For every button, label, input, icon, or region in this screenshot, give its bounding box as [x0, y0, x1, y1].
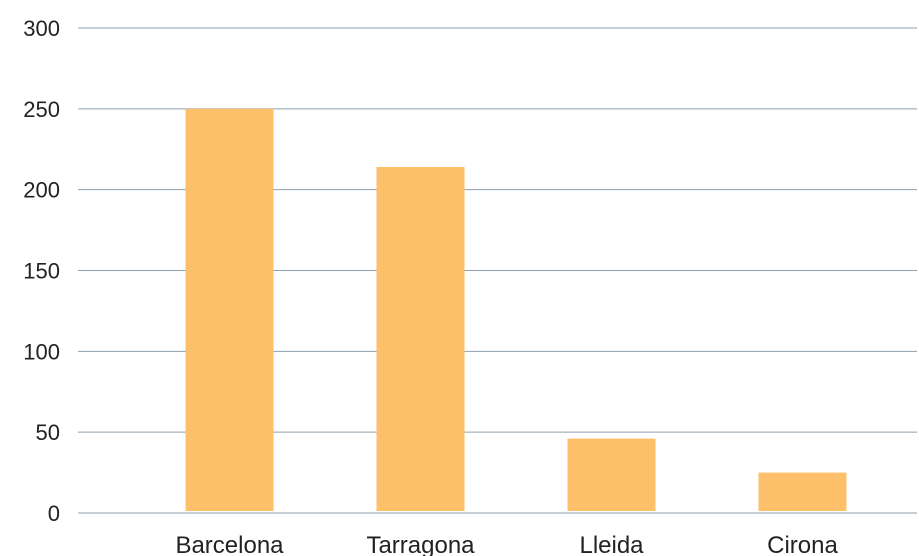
x-category-label: Barcelona — [175, 532, 284, 556]
x-category-label: Cirona — [767, 532, 838, 556]
bar-cirona — [758, 472, 847, 511]
bars — [185, 108, 847, 512]
y-tick-label: 100 — [23, 339, 60, 364]
bar-lleida — [567, 438, 656, 511]
y-tick-label: 200 — [23, 178, 60, 203]
y-tick-label: 250 — [23, 97, 60, 122]
y-tick-label: 50 — [36, 420, 60, 445]
x-category-label: Tarragona — [366, 532, 475, 556]
bar-tarragona — [376, 167, 465, 512]
x-axis-category-labels: Barcelona Tarragona Lleida Cirona — [175, 532, 838, 556]
x-category-label: Lleida — [579, 532, 644, 556]
bar-barcelona — [185, 108, 274, 511]
y-tick-label: 0 — [48, 501, 60, 526]
y-axis-tick-labels: 0 50 100 150 200 250 300 — [23, 16, 60, 526]
y-tick-label: 300 — [23, 16, 60, 41]
y-tick-label: 150 — [23, 259, 60, 284]
